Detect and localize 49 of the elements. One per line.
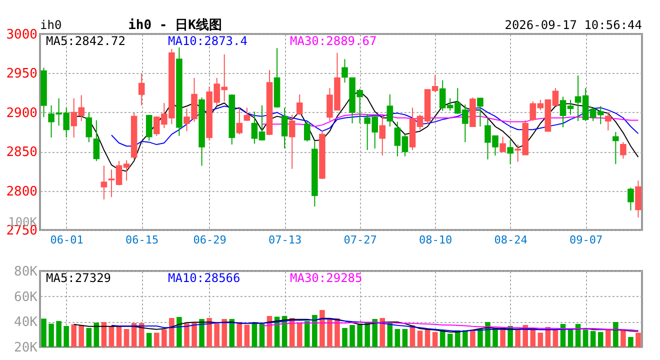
y-tick-label: 2800 (6, 184, 38, 200)
y-tick-label: 80K (14, 264, 38, 280)
candlestick (628, 187, 634, 211)
text: MA30:29285 (290, 271, 362, 285)
candlestick (236, 107, 243, 135)
candlestick (342, 58, 348, 84)
candlestick (612, 132, 619, 165)
x-tick-label: 08-10 (419, 234, 452, 246)
candlestick (288, 114, 296, 170)
text: MA10:2873.4 (168, 34, 248, 48)
candlestick (296, 94, 303, 116)
candlestick (477, 98, 484, 128)
text: 2026-09-17 10:56:44 (504, 18, 642, 32)
candlestick (244, 107, 250, 122)
text: MA30:2889.67 (290, 34, 377, 48)
candlestick (507, 139, 514, 165)
candlestick (605, 112, 612, 131)
candlestick (86, 112, 92, 143)
candlestick (304, 121, 310, 142)
x-tick-label: 06-15 (126, 234, 159, 246)
x-tick-label: 07-27 (344, 234, 377, 246)
text: ih0 (40, 18, 62, 32)
line-series (261, 322, 639, 332)
x-tick-label: 06-01 (50, 234, 84, 246)
x-tick-label: 06-29 (193, 234, 226, 246)
y-tick-label: 2850 (6, 145, 38, 160)
candlestick (386, 94, 394, 128)
candlestick (281, 107, 288, 149)
candlestick (500, 136, 506, 152)
y-tick-label: 60K (14, 290, 38, 305)
candlestick (146, 114, 152, 142)
candlestick (93, 120, 100, 162)
y-tick-label: 2900 (6, 106, 38, 121)
text: MA10:28566 (168, 271, 240, 285)
text: MA5:2842.72 (46, 34, 126, 48)
y-tick-label: 20K (14, 340, 38, 356)
y-tick-label: 3000 (6, 28, 38, 42)
chart-title: ih0 - 日K线图 (128, 18, 222, 33)
y-tick-label: 40K (14, 315, 38, 330)
x-tick-label: 07-13 (268, 234, 302, 246)
candlestick (620, 142, 626, 160)
candlestick (379, 114, 386, 156)
candlestick (138, 73, 145, 106)
y-tick-label: 2950 (6, 66, 38, 82)
text: MA5:27329 (46, 271, 112, 285)
candlestick (635, 180, 642, 218)
candlestick (100, 165, 108, 200)
x-tick-label: 08-24 (494, 234, 528, 246)
x-tick-label: 09-07 (570, 234, 603, 246)
